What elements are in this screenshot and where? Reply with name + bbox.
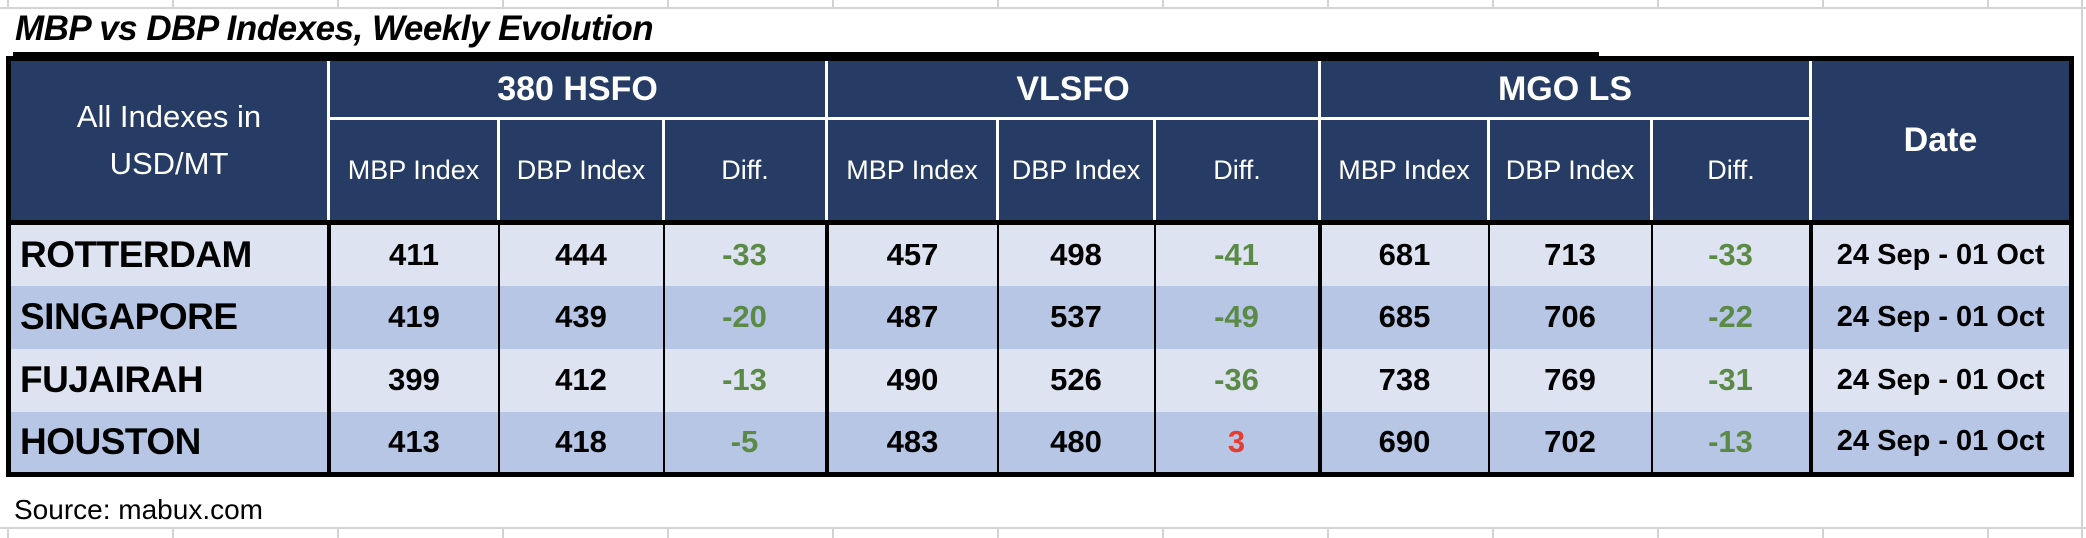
value-cell: 706 bbox=[1487, 285, 1652, 349]
spreadsheet-gridline-horizontal-top bbox=[0, 7, 2086, 9]
date-cell: 24 Sep - 01 Oct bbox=[1808, 222, 2072, 286]
value-cell: 444 bbox=[497, 222, 664, 286]
value-cell: 413 bbox=[326, 411, 499, 475]
table-row-singapore: SINGAPORE 419 439 -20 487 537 -49 685 70… bbox=[8, 285, 2072, 349]
value-cell: 419 bbox=[326, 285, 499, 349]
group-header-380-hsfo: 380 HSFO bbox=[327, 58, 828, 120]
indexes-table: All Indexes in USD/MT 380 HSFO VLSFO MGO… bbox=[6, 56, 2074, 477]
spreadsheet-gridline-horizontal-bottom bbox=[0, 527, 2086, 529]
diff-cell: -36 bbox=[1153, 348, 1320, 412]
value-cell: 399 bbox=[326, 348, 499, 412]
diff-cell: -13 bbox=[662, 348, 827, 412]
subheader-vlsfo-dbp: DBP Index bbox=[996, 118, 1156, 225]
value-cell: 411 bbox=[326, 222, 499, 286]
value-cell: 457 bbox=[824, 222, 998, 286]
date-cell: 24 Sep - 01 Oct bbox=[1808, 348, 2072, 412]
diff-cell: -20 bbox=[662, 285, 827, 349]
port-cell: HOUSTON bbox=[8, 411, 331, 475]
diff-cell: -33 bbox=[1650, 222, 1811, 286]
diff-cell: -31 bbox=[1650, 348, 1811, 412]
subheader-vlsfo-mbp: MBP Index bbox=[825, 118, 999, 225]
group-header-mgo-ls: MGO LS bbox=[1318, 58, 1812, 120]
date-cell: 24 Sep - 01 Oct bbox=[1808, 411, 2072, 475]
value-cell: 769 bbox=[1487, 348, 1652, 412]
value-cell: 498 bbox=[996, 222, 1155, 286]
spreadsheet-gridline-ticks-bottom bbox=[7, 529, 2082, 538]
table-row-houston: HOUSTON 413 418 -5 483 480 3 690 702 -13… bbox=[8, 411, 2072, 475]
subheader-hsfo-mbp: MBP Index bbox=[327, 118, 500, 225]
diff-cell: 3 bbox=[1153, 411, 1320, 475]
port-cell: FUJAIRAH bbox=[8, 348, 331, 412]
table-row-fujairah: FUJAIRAH 399 412 -13 490 526 -36 738 769… bbox=[8, 348, 2072, 412]
chart-title: MBP vs DBP Indexes, Weekly Evolution bbox=[15, 9, 654, 48]
source-attribution: Source: mabux.com bbox=[14, 494, 263, 525]
value-cell: 738 bbox=[1317, 348, 1489, 412]
diff-cell: -41 bbox=[1153, 222, 1320, 286]
value-cell: 685 bbox=[1317, 285, 1489, 349]
value-cell: 526 bbox=[996, 348, 1155, 412]
value-cell: 681 bbox=[1317, 222, 1489, 286]
date-cell: 24 Sep - 01 Oct bbox=[1808, 285, 2072, 349]
subheader-mgo-diff: Diff. bbox=[1650, 118, 1812, 225]
corner-header-line1: All Indexes in bbox=[76, 99, 262, 134]
corner-header-line2: USD/MT bbox=[109, 145, 229, 181]
port-cell: SINGAPORE bbox=[8, 285, 331, 349]
spreadsheet-gridline-ticks-top bbox=[7, 0, 2082, 7]
value-cell: 490 bbox=[824, 348, 998, 412]
diff-cell: -49 bbox=[1153, 285, 1320, 349]
diff-cell: -22 bbox=[1650, 285, 1811, 349]
subheader-hsfo-dbp: DBP Index bbox=[497, 118, 665, 225]
subheader-hsfo-diff: Diff. bbox=[662, 118, 828, 225]
value-cell: 483 bbox=[824, 411, 998, 475]
value-cell: 537 bbox=[996, 285, 1155, 349]
value-cell: 418 bbox=[497, 411, 664, 475]
corner-header-units: All Indexes in USD/MT bbox=[8, 58, 330, 225]
subheader-vlsfo-diff: Diff. bbox=[1153, 118, 1321, 225]
table-row-rotterdam: ROTTERDAM 411 444 -33 457 498 -41 681 71… bbox=[8, 222, 2072, 286]
value-cell: 702 bbox=[1487, 411, 1652, 475]
value-cell: 690 bbox=[1317, 411, 1489, 475]
group-header-vlsfo: VLSFO bbox=[825, 58, 1321, 120]
subheader-mgo-mbp: MBP Index bbox=[1318, 118, 1490, 225]
value-cell: 439 bbox=[497, 285, 664, 349]
diff-cell: -33 bbox=[662, 222, 827, 286]
date-column-header: Date bbox=[1809, 58, 2072, 225]
chart-title-underline: MBP vs DBP Indexes, Weekly Evolution bbox=[13, 8, 1599, 56]
subheader-mgo-dbp: DBP Index bbox=[1487, 118, 1653, 225]
value-cell: 713 bbox=[1487, 222, 1652, 286]
spreadsheet-gridline-vertical-right bbox=[2081, 0, 2083, 538]
value-cell: 480 bbox=[996, 411, 1155, 475]
value-cell: 487 bbox=[824, 285, 998, 349]
diff-cell: -13 bbox=[1650, 411, 1811, 475]
value-cell: 412 bbox=[497, 348, 664, 412]
port-cell: ROTTERDAM bbox=[8, 222, 331, 286]
diff-cell: -5 bbox=[662, 411, 827, 475]
